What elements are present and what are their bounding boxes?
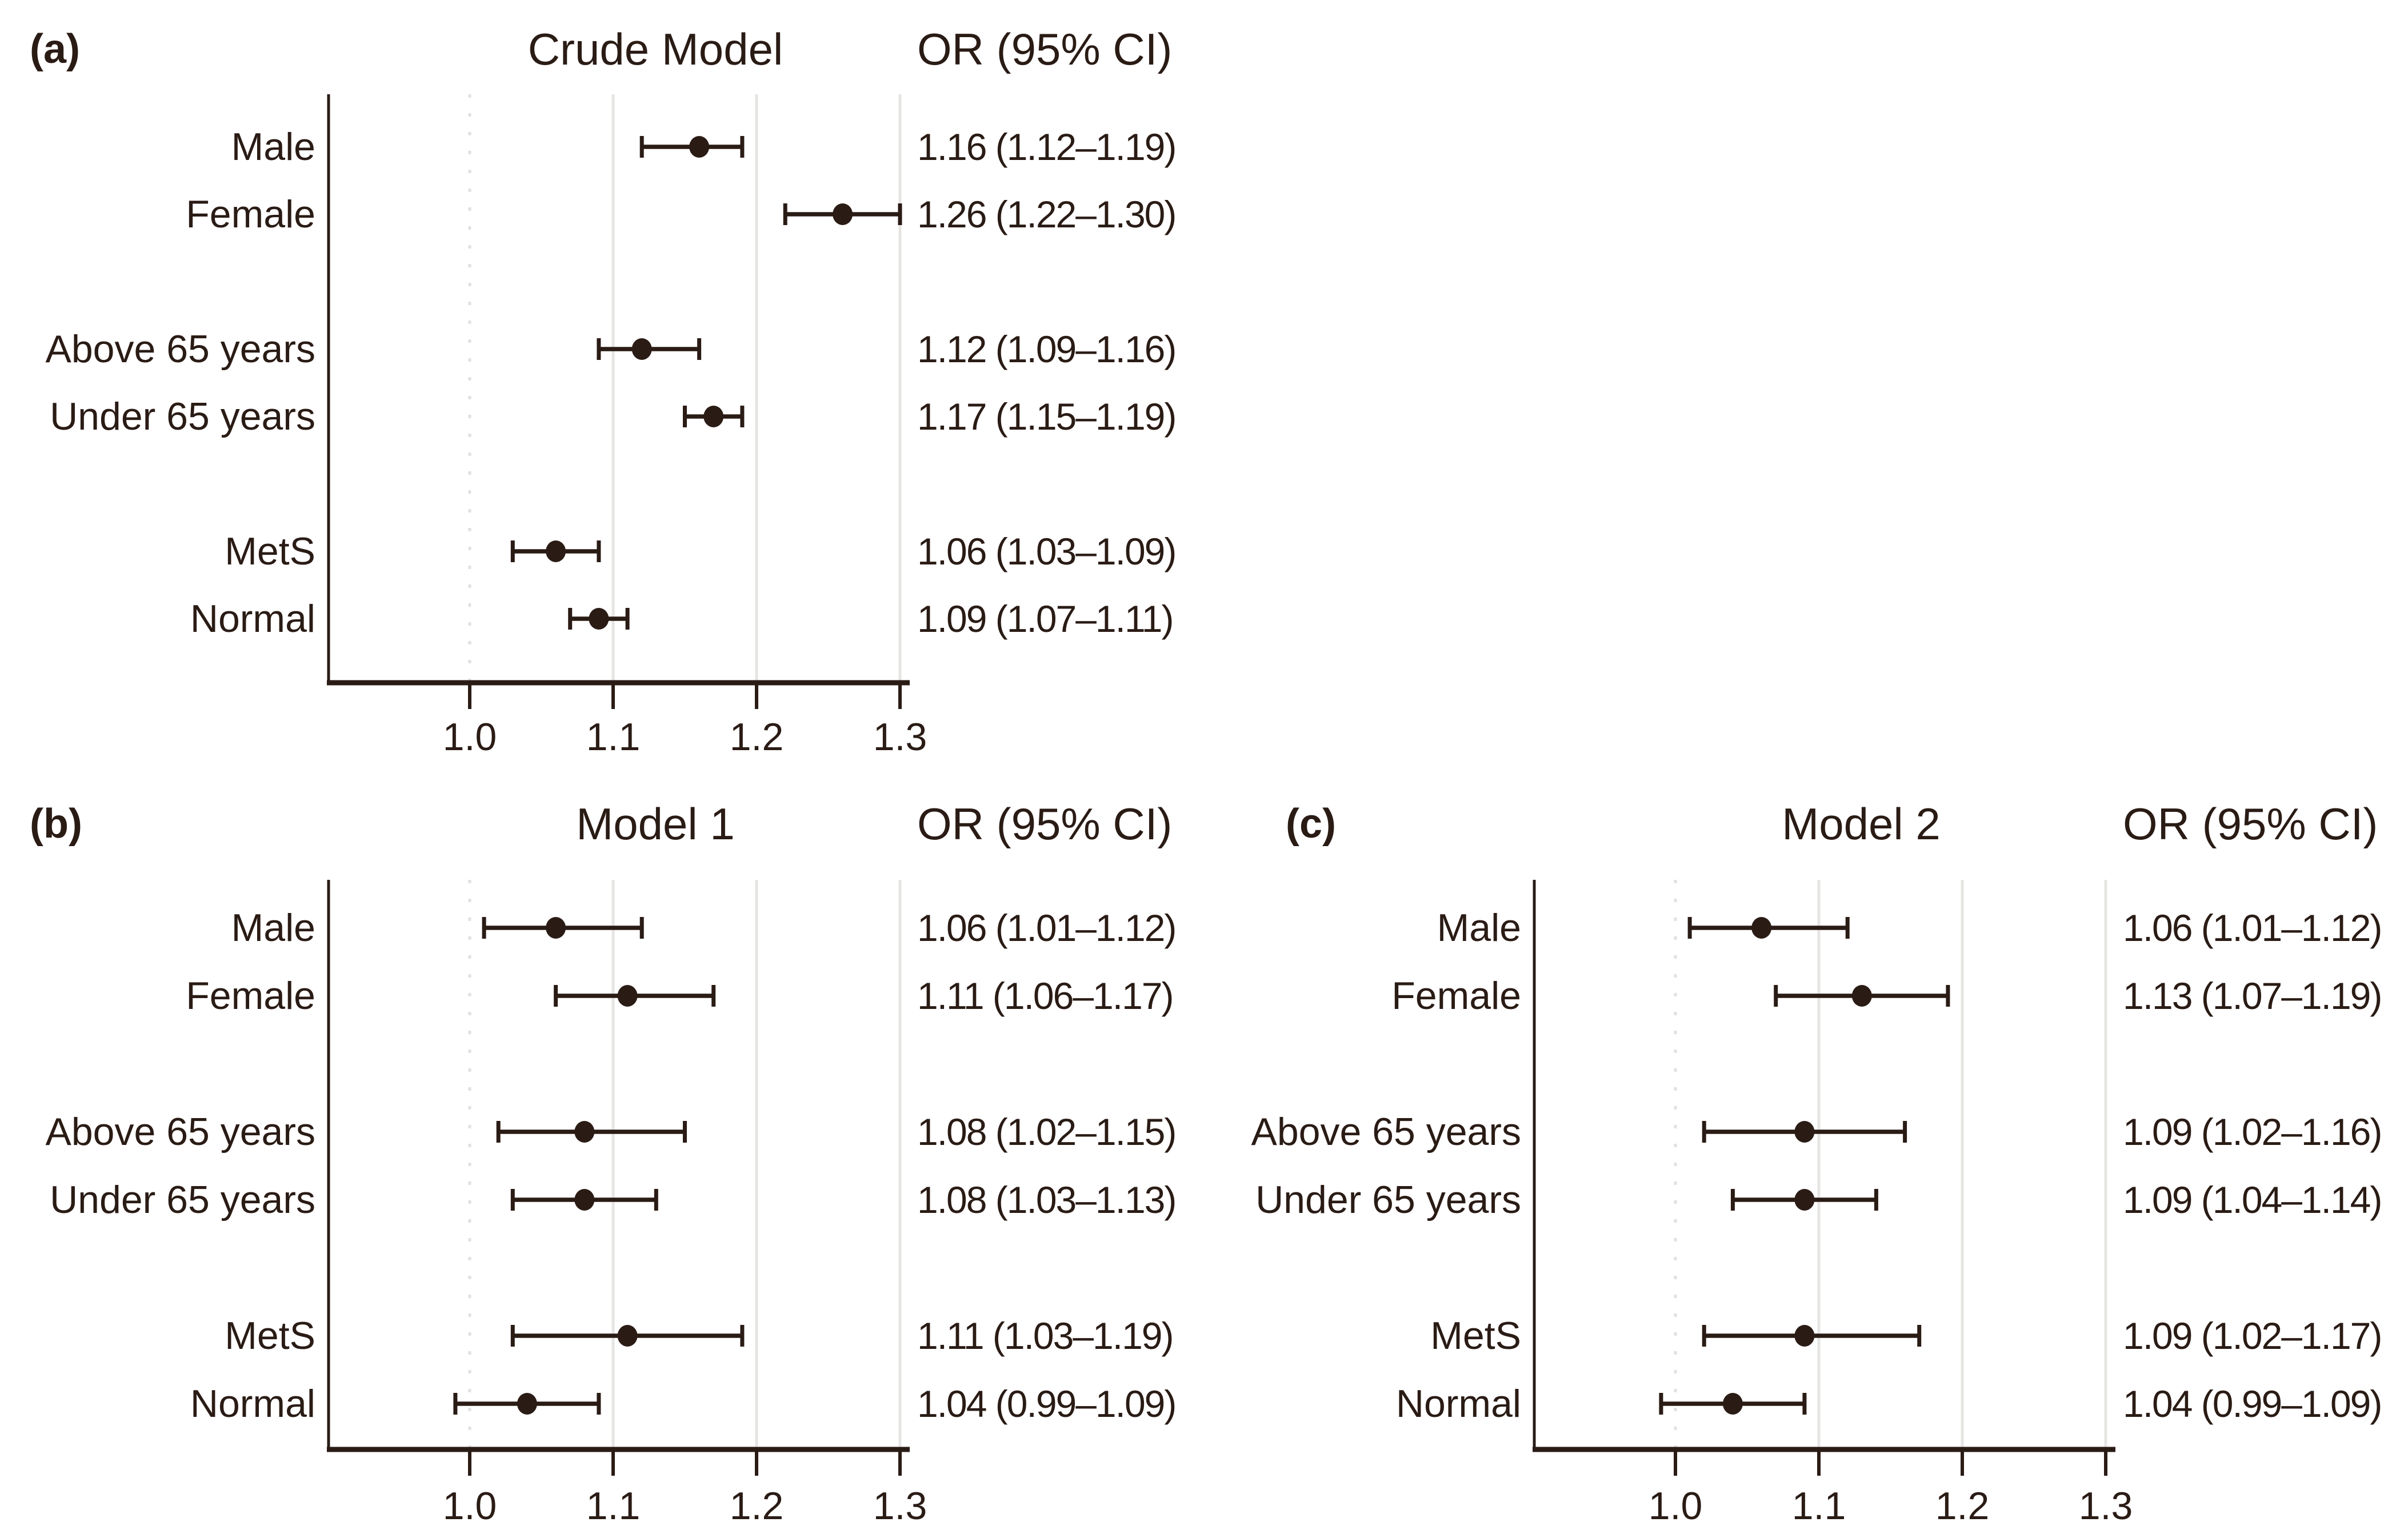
or-point-marker <box>574 1189 595 1211</box>
or-ci-value: 1.17 (1.15–1.19) <box>917 395 1175 438</box>
or-ci-column-header: OR (95% CI) <box>2123 799 2378 849</box>
row-label: Above 65 years <box>45 327 315 371</box>
panel-c-model-2-forest-plot: 1.0 1.1 1.2 1.3 (c) Model 2 OR (95% CI) Male 1.0… <box>1251 799 2383 1522</box>
x-tick-label: 1.0 <box>1649 1484 1703 1522</box>
forest-row-normal: Normal 1.04 (0.99–1.09) <box>190 1382 1177 1425</box>
panel-b-model-1-forest-plot: 1.0 1.1 1.2 1.3 (b) Model 1 OR (95% CI) Male 1.0… <box>30 799 1177 1522</box>
row-label: MetS <box>225 530 315 573</box>
row-label: Male <box>231 906 315 950</box>
or-point-marker <box>1794 1189 1815 1211</box>
panel-letter: (c) <box>1286 801 1336 847</box>
or-ci-value: 1.04 (0.99–1.09) <box>2123 1383 2381 1425</box>
row-label: Male <box>1437 906 1521 950</box>
forest-row-under-65-years: Under 65 years 1.17 (1.15–1.19) <box>50 395 1177 438</box>
row-label: Normal <box>190 597 315 640</box>
x-tick-label: 1.2 <box>730 715 784 759</box>
forest-row-above-65-years: Above 65 years 1.12 (1.09–1.16) <box>45 327 1177 371</box>
panel-title: Crude Model <box>528 24 783 74</box>
row-label: MetS <box>1430 1314 1521 1357</box>
or-point-marker <box>1794 1325 1815 1347</box>
forest-row-female: Female 1.26 (1.22–1.30) <box>186 193 1177 236</box>
forest-row-female: Female 1.11 (1.06–1.17) <box>186 974 1174 1018</box>
or-ci-value: 1.13 (1.07–1.19) <box>2123 975 2381 1017</box>
row-label: Under 65 years <box>50 395 315 438</box>
or-point-marker <box>617 1325 638 1347</box>
or-ci-value: 1.26 (1.22–1.30) <box>917 193 1175 235</box>
or-ci-value: 1.09 (1.04–1.14) <box>2123 1179 2381 1221</box>
or-point-marker <box>517 1393 537 1415</box>
or-ci-value: 1.06 (1.01–1.12) <box>917 907 1175 949</box>
row-label: Under 65 years <box>1255 1178 1521 1221</box>
or-ci-value: 1.16 (1.12–1.19) <box>917 126 1175 168</box>
or-point-marker <box>1751 917 1772 939</box>
or-ci-column-header: OR (95% CI) <box>917 24 1172 74</box>
or-ci-value: 1.08 (1.03–1.13) <box>917 1179 1175 1221</box>
forest-row-mets: MetS 1.11 (1.03–1.19) <box>225 1314 1174 1357</box>
or-ci-value: 1.09 (1.02–1.16) <box>2123 1111 2381 1153</box>
row-label: Female <box>1391 974 1521 1018</box>
panel-letter: (a) <box>30 26 80 72</box>
panel-title: Model 2 <box>1782 799 1941 849</box>
x-tick-label: 1.0 <box>443 715 497 759</box>
or-point-marker <box>589 608 609 630</box>
or-point-marker <box>546 540 566 562</box>
row-label: Under 65 years <box>50 1178 315 1221</box>
or-point-marker <box>631 338 652 360</box>
row-label: Above 65 years <box>1251 1110 1521 1153</box>
forest-row-female: Female 1.13 (1.07–1.19) <box>1391 974 2382 1018</box>
or-ci-value: 1.12 (1.09–1.16) <box>917 328 1175 370</box>
or-ci-value: 1.09 (1.07–1.11) <box>917 598 1173 640</box>
or-point-marker <box>1851 985 1872 1007</box>
forest-row-male: Male 1.06 (1.01–1.12) <box>231 906 1177 950</box>
forest-row-male: Male 1.16 (1.12–1.19) <box>231 125 1177 169</box>
x-tick-label: 1.3 <box>2079 1484 2133 1522</box>
panel-title: Model 1 <box>576 799 735 849</box>
row-label: Male <box>231 125 315 169</box>
forest-row-above-65-years: Above 65 years 1.08 (1.02–1.15) <box>45 1110 1177 1153</box>
or-ci-value: 1.04 (0.99–1.09) <box>917 1383 1175 1425</box>
or-ci-value: 1.11 (1.06–1.17) <box>917 975 1173 1017</box>
x-tick-label: 1.1 <box>586 1484 641 1522</box>
or-ci-value: 1.11 (1.03–1.19) <box>917 1315 1173 1357</box>
forest-row-normal: Normal 1.04 (0.99–1.09) <box>1396 1382 2383 1425</box>
panel-a-crude-model-forest-plot: 1.0 1.1 1.2 1.3 (a) Crude Model OR (95% CI) Mal… <box>30 24 1177 759</box>
x-tick-label: 1.3 <box>873 715 927 759</box>
x-tick-label: 1.1 <box>1792 1484 1846 1522</box>
or-point-marker <box>1794 1121 1815 1143</box>
or-point-marker <box>1722 1393 1743 1415</box>
forest-row-mets: MetS 1.09 (1.02–1.17) <box>1430 1314 2382 1357</box>
or-point-marker <box>574 1121 595 1143</box>
or-point-marker <box>617 985 638 1007</box>
forest-row-male: Male 1.06 (1.01–1.12) <box>1437 906 2383 950</box>
panel-letter: (b) <box>30 801 82 847</box>
or-ci-value: 1.06 (1.03–1.09) <box>917 530 1175 572</box>
or-point-marker <box>703 406 724 427</box>
x-tick-label: 1.0 <box>443 1484 497 1522</box>
row-label: Female <box>186 193 315 236</box>
row-label: Normal <box>1396 1382 1521 1425</box>
forest-row-under-65-years: Under 65 years 1.09 (1.04–1.14) <box>1255 1178 2382 1221</box>
x-tick-label: 1.1 <box>586 715 641 759</box>
x-tick-label: 1.3 <box>873 1484 927 1522</box>
forest-row-under-65-years: Under 65 years 1.08 (1.03–1.13) <box>50 1178 1177 1221</box>
forest-row-mets: MetS 1.06 (1.03–1.09) <box>225 530 1177 573</box>
x-tick-label: 1.2 <box>1935 1484 1990 1522</box>
or-ci-value: 1.09 (1.02–1.17) <box>2123 1315 2381 1357</box>
row-label: MetS <box>225 1314 315 1357</box>
or-point-marker <box>833 203 853 225</box>
forest-row-above-65-years: Above 65 years 1.09 (1.02–1.16) <box>1251 1110 2382 1153</box>
or-ci-column-header: OR (95% CI) <box>917 799 1172 849</box>
x-tick-label: 1.2 <box>730 1484 784 1522</box>
row-label: Normal <box>190 1382 315 1425</box>
or-ci-value: 1.08 (1.02–1.15) <box>917 1111 1175 1153</box>
or-ci-value: 1.06 (1.01–1.12) <box>2123 907 2381 949</box>
row-label: Above 65 years <box>45 1110 315 1153</box>
row-label: Female <box>186 974 315 1018</box>
or-point-marker <box>546 917 566 939</box>
forest-row-normal: Normal 1.09 (1.07–1.11) <box>190 597 1174 640</box>
or-point-marker <box>689 136 710 158</box>
